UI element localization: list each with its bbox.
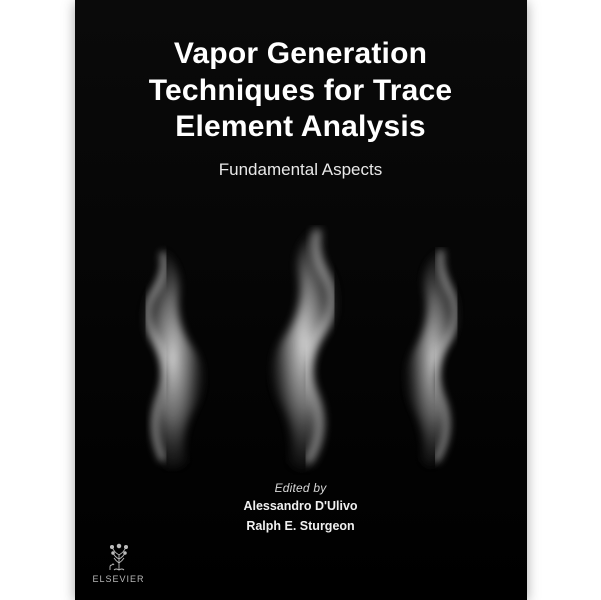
edited-by-label: Edited by xyxy=(75,479,527,498)
publisher-name: ELSEVIER xyxy=(93,574,145,584)
publisher-brand: ELSEVIER xyxy=(93,541,145,584)
vapor-illustration xyxy=(75,225,527,485)
editor-credits: Edited by Alessandro D'Ulivo Ralph E. St… xyxy=(75,479,527,536)
editor-name: Ralph E. Sturgeon xyxy=(75,517,527,536)
title-line: Element Analysis xyxy=(175,110,426,143)
vapor-wisp-1 xyxy=(107,243,237,473)
title-line: Vapor Generation xyxy=(174,37,427,70)
vapor-wisp-2 xyxy=(237,225,377,475)
book-title: Vapor Generation Techniques for Trace El… xyxy=(109,36,493,146)
vapor-wisp-3 xyxy=(371,247,501,472)
book-subtitle: Fundamental Aspects xyxy=(109,160,493,180)
elsevier-tree-icon xyxy=(105,541,133,571)
title-block: Vapor Generation Techniques for Trace El… xyxy=(109,36,493,180)
book-cover: Vapor Generation Techniques for Trace El… xyxy=(75,0,527,600)
title-line: Techniques for Trace xyxy=(149,74,453,107)
editor-name: Alessandro D'Ulivo xyxy=(75,497,527,516)
